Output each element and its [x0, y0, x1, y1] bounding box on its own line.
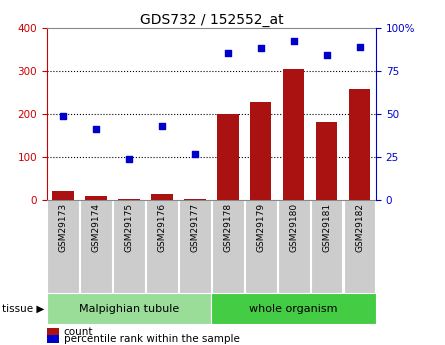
Bar — [245, 200, 277, 293]
Bar — [344, 200, 376, 293]
Text: GSM29179: GSM29179 — [256, 203, 265, 252]
Bar — [278, 200, 310, 293]
Bar — [316, 122, 337, 200]
Text: GSM29180: GSM29180 — [289, 203, 298, 252]
Point — [191, 151, 198, 156]
Point — [158, 123, 166, 129]
Text: GSM29181: GSM29181 — [322, 203, 331, 252]
Bar — [349, 89, 370, 200]
Point — [323, 52, 330, 58]
Text: GSM29182: GSM29182 — [355, 203, 364, 252]
Point — [224, 51, 231, 56]
Text: whole organism: whole organism — [250, 304, 338, 314]
Bar — [118, 199, 140, 200]
Bar — [53, 191, 74, 200]
Bar — [47, 200, 79, 293]
Text: GSM29175: GSM29175 — [125, 203, 134, 252]
Point — [257, 46, 264, 51]
Point — [356, 44, 363, 49]
Text: GSM29174: GSM29174 — [92, 203, 101, 252]
Text: GSM29177: GSM29177 — [190, 203, 199, 252]
Bar — [184, 199, 206, 200]
Point — [93, 127, 100, 132]
Bar — [179, 200, 211, 293]
Bar — [250, 102, 271, 200]
Bar — [311, 200, 343, 293]
Text: percentile rank within the sample: percentile rank within the sample — [64, 334, 239, 344]
Bar — [146, 200, 178, 293]
Bar — [283, 69, 304, 200]
Text: Malpighian tubule: Malpighian tubule — [79, 304, 179, 314]
Bar — [151, 194, 173, 200]
Bar — [85, 196, 107, 200]
Text: GSM29173: GSM29173 — [59, 203, 68, 252]
Point — [60, 113, 67, 118]
Bar — [217, 114, 239, 200]
Bar — [80, 200, 112, 293]
Text: count: count — [64, 327, 93, 337]
Point — [290, 39, 297, 44]
Bar — [113, 200, 145, 293]
Point — [125, 156, 133, 161]
Text: tissue ▶: tissue ▶ — [2, 304, 44, 314]
Bar — [212, 200, 244, 293]
Text: GSM29176: GSM29176 — [158, 203, 166, 252]
Bar — [211, 293, 376, 324]
Title: GDS732 / 152552_at: GDS732 / 152552_at — [140, 12, 283, 27]
Text: GSM29178: GSM29178 — [223, 203, 232, 252]
Bar — [47, 293, 211, 324]
